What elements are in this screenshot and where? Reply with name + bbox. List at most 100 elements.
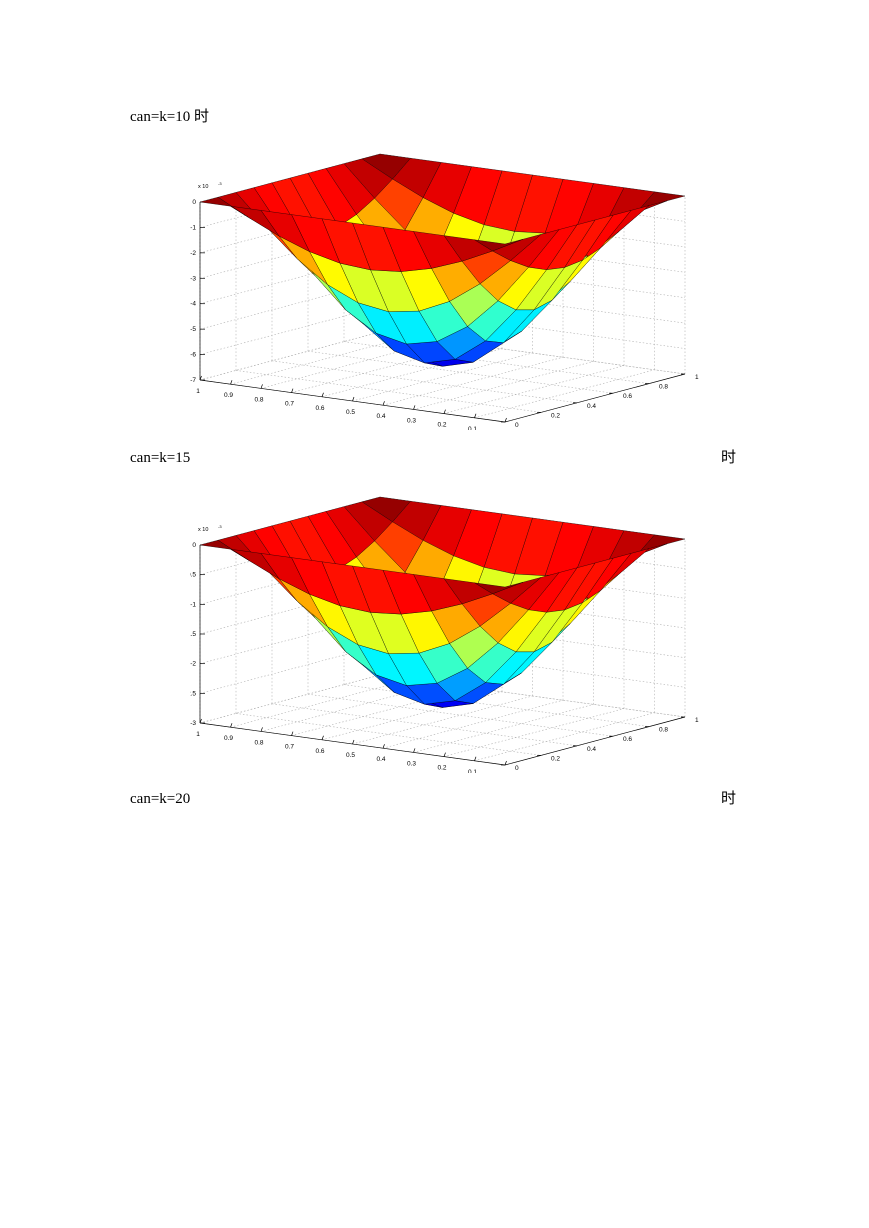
surface-plot-k10: 0 -1 -2 -3 -4 -5 -6 -7 x 10 -3 1 0.9 0.8 0.7 0.6 0.5 0.4…: [190, 140, 710, 437]
z-tick-label: -6: [190, 352, 196, 359]
z-tick-label: -1: [190, 224, 196, 231]
x-tick: [230, 380, 233, 385]
caption-k20: can=k=20: [130, 791, 191, 807]
y-axis: [504, 716, 686, 766]
x-tick-label: 0.8: [254, 396, 263, 403]
plot-1-group: 0-0.5-1-1.5-2-2.5-3x 10-310.90.80.70.60.…: [185, 496, 699, 780]
x-tick-label: 1: [196, 388, 200, 395]
z-tick-label: -2: [190, 250, 196, 257]
floor-grid-x: [413, 361, 594, 410]
x-tick: [260, 727, 263, 732]
floor-grid-y: [379, 331, 686, 375]
x-tick-label: 0.2: [437, 422, 446, 429]
y-tick-label: 0.4: [587, 746, 596, 753]
z-tick-label: -3: [190, 720, 196, 727]
z-tick-label: -7: [190, 377, 196, 384]
x-tick-label: 0.9: [224, 735, 233, 742]
z-tick-label: 0: [192, 542, 196, 549]
floor-grid-x: [382, 699, 564, 749]
floor-grid-x: [382, 356, 564, 406]
x-tick: [199, 375, 202, 381]
y-tick-label: 0.4: [587, 403, 596, 410]
y-tick-label: 0: [515, 765, 519, 772]
x-tick: [291, 731, 294, 736]
floor-grid-x: [443, 708, 625, 757]
x-tick: [321, 735, 324, 740]
x-tick: [443, 752, 446, 757]
surface-patch: [199, 540, 249, 561]
z-tick-label: 0: [192, 199, 196, 206]
x-tick: [413, 748, 416, 753]
z-tick-label: -2: [190, 661, 196, 668]
x-tick: [260, 384, 263, 389]
x-tick-label: 0.2: [437, 765, 446, 772]
floor-grid-y: [271, 703, 578, 747]
x-tick-label: 0.3: [407, 417, 416, 424]
z-tick-label: -0.5: [190, 572, 196, 579]
x-tick-label: 1: [196, 731, 200, 738]
surface-plot-k15-svg: 0-0.5-1-1.5-2-2.5-3x 10-310.90.80.70.60.…: [185, 496, 699, 780]
x-tick: [382, 744, 385, 749]
x-tick: [443, 409, 446, 414]
y-tick-label: 0.6: [623, 736, 632, 743]
x-tick-label: 0.5: [346, 752, 355, 759]
y-tick-label: 0.2: [551, 412, 560, 419]
floor-grid-y: [271, 360, 578, 404]
floor-grid-y: [307, 350, 614, 394]
x-tick-label: 0.7: [285, 744, 294, 751]
floor-grid-y: [235, 713, 542, 756]
y-axis: [504, 373, 686, 423]
x-tick: [199, 718, 202, 724]
x-tick-label: 0.3: [407, 760, 416, 767]
y-tick-label: 1: [695, 717, 699, 724]
x-tick: [504, 417, 507, 423]
x-tick: [413, 405, 416, 410]
floor-grid-x: [352, 695, 533, 745]
x-tick: [382, 401, 385, 406]
x-tick: [474, 413, 477, 418]
caption-k15-suffix: 时: [721, 450, 737, 466]
z-tick-label: -4: [190, 301, 196, 308]
floor-grid-y: [235, 370, 542, 413]
floor-grid-x: [352, 352, 533, 402]
x-tick-label: 0.9: [224, 392, 233, 399]
floor-grid-x: [230, 678, 411, 728]
floor-grid-x: [474, 712, 655, 762]
z-exponent-label: x 10: [198, 527, 208, 533]
floor-grid-x: [443, 365, 625, 414]
x-tick-label: 0.1: [468, 769, 477, 773]
z-exponent-label: x 10: [198, 184, 208, 190]
z-exponent-power: -3: [218, 181, 222, 186]
floor-grid-x: [230, 335, 411, 385]
x-tick-label: 0.4: [376, 756, 385, 763]
y-tick-label: 1: [695, 374, 699, 381]
x-tick-label: 0.6: [315, 405, 324, 412]
floor-grid-y: [343, 341, 650, 384]
floor-grid-y: [379, 674, 686, 718]
floor-grid-x: [413, 704, 594, 753]
y-tick-label: 0.2: [551, 755, 560, 762]
surface-plot-k15: 0-0.5-1-1.5-2-2.5-3x 10-310.90.80.70.60.…: [185, 483, 710, 780]
x-tick: [504, 760, 507, 766]
x-tick: [352, 739, 355, 745]
caption-k10: can=k=10 时: [130, 109, 209, 125]
y-tick-label: 0.8: [659, 384, 668, 391]
x-tick-label: 0.1: [468, 426, 477, 430]
x-tick: [474, 756, 477, 761]
x-tick-label: 0.7: [285, 401, 294, 408]
floor-grid-y: [307, 693, 614, 737]
x-tick-label: 0.4: [376, 413, 385, 420]
floor-grid-x: [474, 369, 655, 419]
y-tick-label: 0.8: [659, 727, 668, 734]
z-tick-label: -1: [190, 601, 196, 608]
x-tick: [352, 396, 355, 402]
z-exponent-power: -3: [218, 524, 222, 529]
surface-patch: [199, 197, 249, 218]
caption-k15: can=k=15: [130, 450, 191, 466]
caption-k20-suffix: 时: [721, 791, 737, 807]
x-tick-label: 0.5: [346, 409, 355, 416]
z-tick-label: -5: [190, 326, 196, 333]
x-tick-label: 0.8: [254, 739, 263, 746]
x-tick: [291, 388, 294, 393]
z-tick-label: -2.5: [190, 690, 196, 697]
